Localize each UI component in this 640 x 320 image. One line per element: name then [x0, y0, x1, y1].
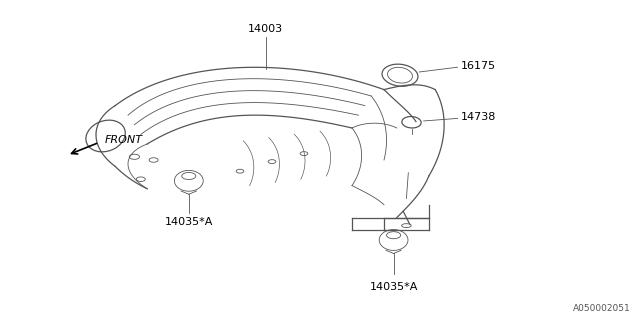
Text: 14738: 14738: [461, 112, 496, 123]
Text: 14003: 14003: [248, 24, 283, 34]
Text: 14035*A: 14035*A: [369, 282, 418, 292]
Text: A050002051: A050002051: [573, 304, 630, 313]
Text: 16175: 16175: [461, 61, 496, 71]
Text: 14035*A: 14035*A: [164, 217, 213, 227]
Text: FRONT: FRONT: [104, 135, 142, 145]
